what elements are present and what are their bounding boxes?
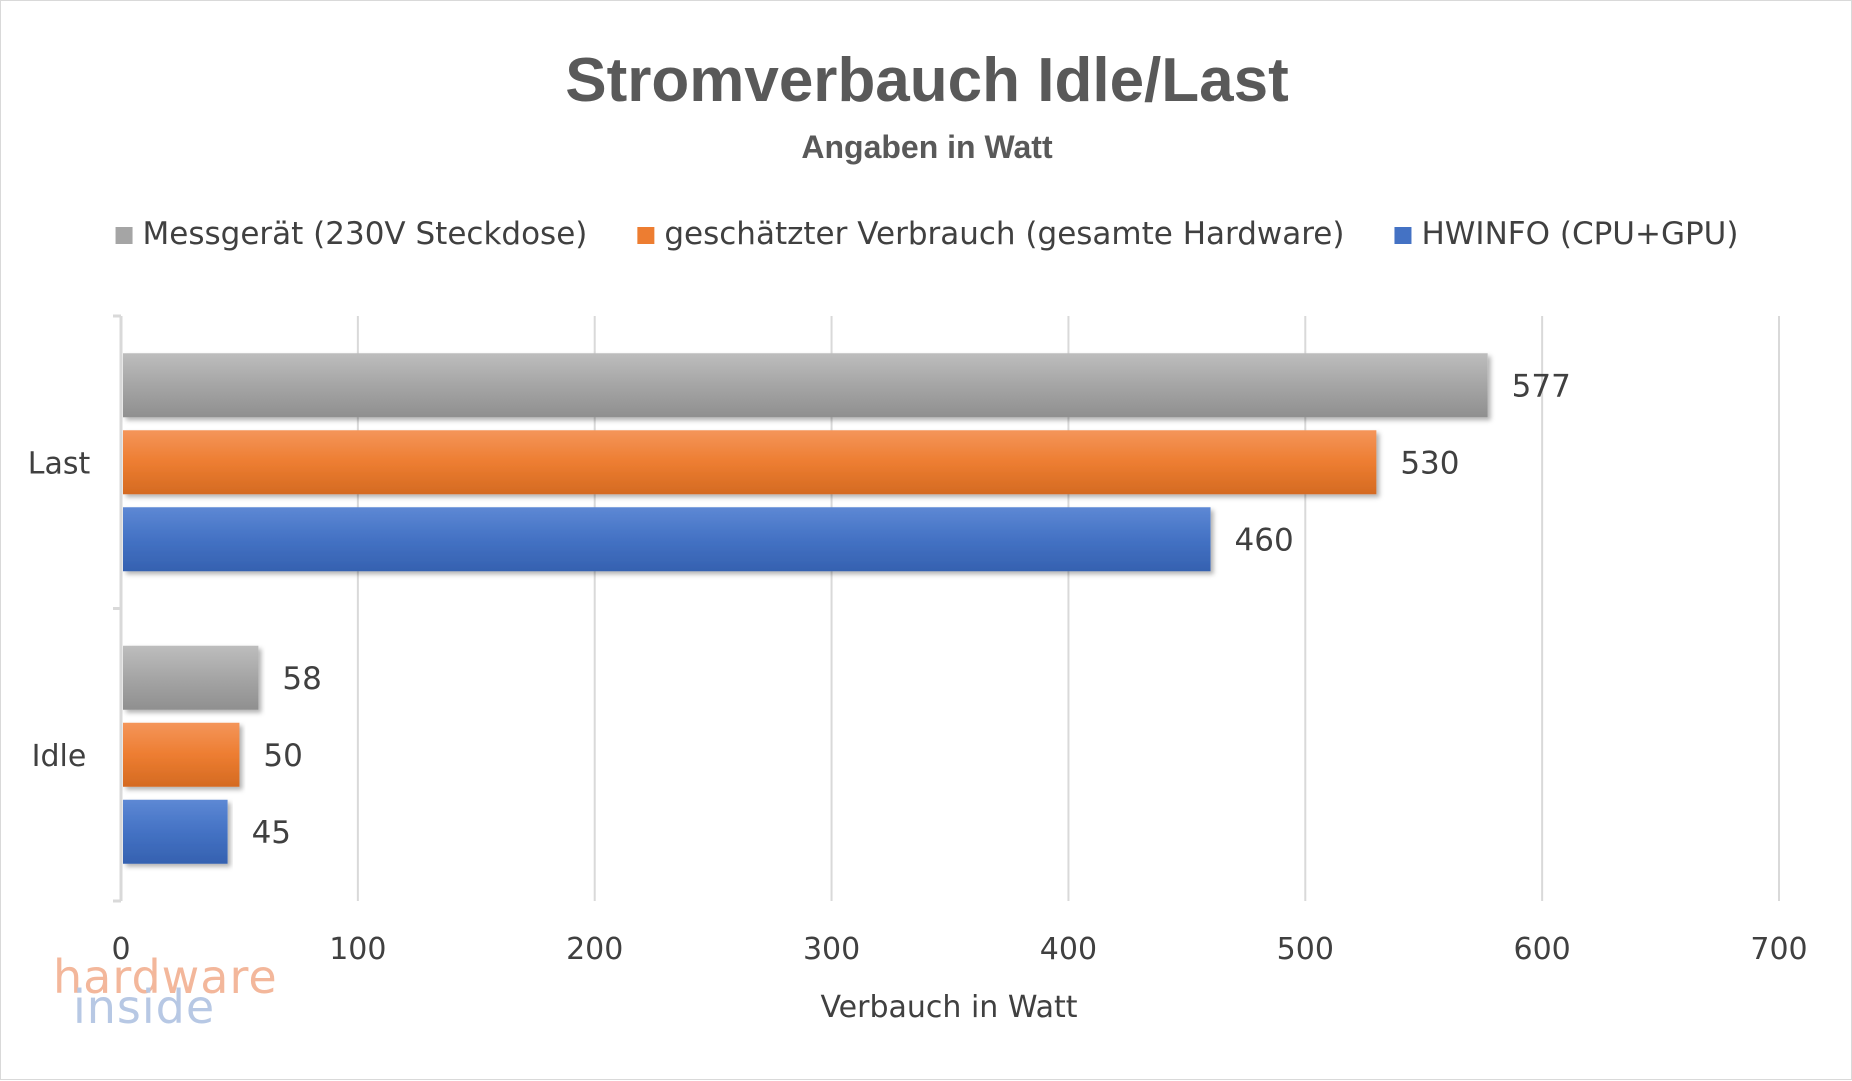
legend: Messgerät (230V Steckdose) geschätzter Ve… — [115, 216, 1738, 252]
legend-item: HWINFO (CPU+GPU) — [1394, 216, 1738, 252]
data-label: 45 — [252, 815, 291, 851]
data-labels: 577 530 460 58 50 45 — [252, 368, 1571, 851]
legend-label: Messgerät (230V Steckdose) — [143, 216, 588, 252]
legend-swatch — [115, 227, 133, 244]
legend-swatch — [637, 227, 655, 244]
bar — [123, 430, 1377, 495]
data-label: 577 — [1512, 368, 1571, 404]
bars — [123, 353, 1488, 864]
x-tick-label: 500 — [1277, 932, 1334, 967]
legend-item: Messgerät (230V Steckdose) — [115, 216, 588, 252]
x-tick-label: 700 — [1750, 932, 1807, 967]
watermark-logo: hardware inside — [53, 950, 278, 1034]
watermark-line-2: inside — [73, 980, 215, 1034]
data-label: 50 — [263, 738, 302, 774]
data-label: 460 — [1235, 522, 1294, 558]
category-label: Idle — [32, 739, 87, 774]
legend-label: geschätzter Verbrauch (gesamte Hardware) — [664, 216, 1344, 252]
bar — [123, 645, 259, 710]
chart-title: Stromverbauch Idle/Last — [565, 46, 1289, 115]
x-tick-label: 100 — [329, 932, 386, 967]
axes: 0 100 200 300 400 500 600 700 Last Idle — [28, 314, 1808, 967]
bar — [123, 799, 228, 864]
x-tick-label: 600 — [1514, 932, 1571, 967]
x-tick-label: 300 — [803, 932, 860, 967]
bar — [123, 353, 1488, 418]
x-tick-label: 0 — [111, 932, 130, 967]
bar — [123, 507, 1211, 572]
x-tick-label: 400 — [1040, 932, 1097, 967]
legend-swatch — [1394, 227, 1412, 244]
x-tick-label: 200 — [566, 932, 623, 967]
bar — [123, 722, 240, 787]
data-label: 530 — [1400, 445, 1459, 481]
category-label: Last — [28, 446, 91, 481]
watermark-line-1: hardware — [53, 950, 278, 1004]
data-label: 58 — [282, 661, 321, 697]
legend-item: geschätzter Verbrauch (gesamte Hardware) — [637, 216, 1344, 252]
x-axis-label: Verbauch in Watt — [820, 990, 1077, 1025]
legend-label: HWINFO (CPU+GPU) — [1421, 216, 1738, 252]
chart-subtitle: Angaben in Watt — [801, 129, 1053, 165]
